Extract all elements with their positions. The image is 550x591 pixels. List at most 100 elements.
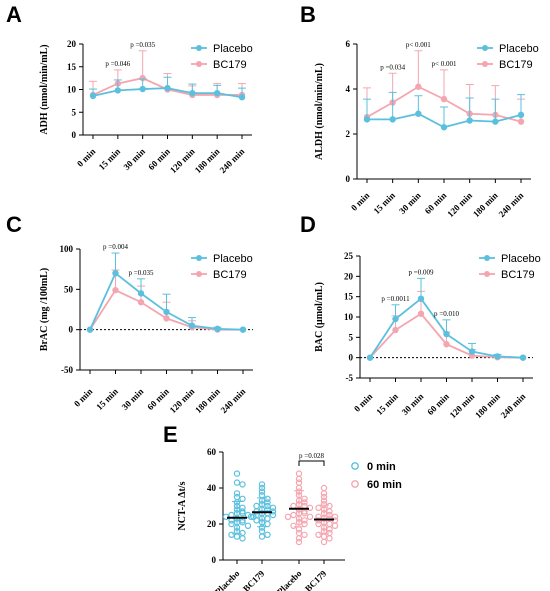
legend-marker [482,61,488,67]
legend-label: Placebo [213,43,253,55]
legend-label: Placebo [501,253,541,265]
dot-group [247,481,277,540]
data-point [139,74,146,82]
data-point [315,531,322,539]
panel-letter: A [6,2,22,27]
x-tick-label: 180 min [473,391,502,420]
x-tick-label: 0 min [72,386,94,408]
data-point [258,492,266,499]
data-point [247,513,255,521]
data-point [164,84,171,92]
y-tick-label: 20 [67,39,77,49]
dot-group [314,484,339,546]
y-tick-label: 10 [67,85,77,95]
data-point [301,499,308,506]
x-tick-label: 0 min [349,190,371,212]
data-point [233,470,241,477]
x-tick-label: 120 min [168,386,197,415]
p-value-annotation: p =0.035 [130,41,155,49]
y-tick-label: 100 [60,244,74,254]
legend-label: BC179 [213,59,247,71]
x-tick-label: 120 min [445,190,474,219]
data-point [331,522,339,530]
x-tick-label: 120 min [168,146,197,175]
y-tick-label: 5 [349,332,354,342]
y-tick-label: 10 [344,312,354,322]
p-value-annotation: p =0.028 [299,452,324,460]
y-tick-label: 0 [212,555,217,565]
data-point [326,511,333,519]
legend-marker [196,45,202,51]
legend-label: BC179 [501,269,535,281]
data-point [239,529,246,537]
y-tick-label: 15 [67,62,77,72]
data-point [326,508,333,515]
data-point [290,522,297,530]
data-point [264,531,271,539]
data-point [264,495,271,502]
x-tick-label: Placebo [275,568,304,591]
data-point [466,117,473,124]
y-tick-label: 15 [344,292,354,302]
y-tick-label: 50 [64,284,74,294]
data-point [389,116,396,123]
data-point [517,118,525,125]
y-axis-label: NCT-A Δt/s [177,481,188,530]
y-tick-label: -50 [61,365,73,375]
p-value-annotation: p =0.009 [409,268,434,276]
data-point [253,517,260,524]
data-point [366,354,374,361]
data-point [443,341,450,348]
data-point [320,493,328,501]
data-point [306,513,314,521]
x-tick-label: 15 min [371,190,397,216]
data-point [290,511,297,519]
chart-panel-b: B ALDH (nmol/min/mL) 0 2 4 6 0 min 15 min 30 min… [300,2,539,219]
data-point [139,85,146,93]
p-value-annotation: p =0.010 [434,310,459,318]
data-point [326,520,333,528]
data-point [301,495,308,502]
y-tick-label: 5 [72,107,77,117]
p-value-annotation: p< 0.001 [432,60,457,68]
data-point [239,481,246,488]
x-tick-label: 15 min [94,386,120,412]
data-point [301,510,308,517]
data-point [295,538,303,546]
data-point [326,526,333,533]
p-value-annotation: p =0.046 [105,60,130,68]
p-value-annotation: p =0.034 [380,63,405,71]
series-placebo [89,76,246,101]
y-tick-label: 6 [346,39,351,49]
data-point [440,124,448,131]
data-point [112,270,119,277]
data-point [443,330,450,338]
x-tick-label: 0 min [75,146,97,168]
x-tick-label: 240 min [497,190,526,219]
data-point [269,511,277,519]
data-point [519,354,527,361]
legend-label: BC179 [499,59,533,71]
y-tick-label: 0 [72,130,77,140]
data-point [315,504,322,511]
data-point [301,517,308,524]
x-tick-label: 15 min [374,391,400,417]
data-point [163,308,170,316]
y-tick-label: 4 [346,84,351,94]
data-point [214,325,221,333]
data-point [264,499,271,506]
data-point [320,484,328,492]
data-point [494,353,501,360]
x-tick-label: 30 min [120,386,146,412]
y-axis-label: ALDH (nmol/min/mL) [314,63,325,160]
data-point [320,538,328,546]
data-point [315,520,322,528]
x-tick-label: 240 min [219,386,248,415]
legend-label: 60 min [367,479,402,491]
data-point [326,529,333,537]
data-point [417,295,425,302]
data-point [112,286,119,294]
x-tick-label: 180 min [471,190,500,219]
series-placebo [366,277,527,361]
